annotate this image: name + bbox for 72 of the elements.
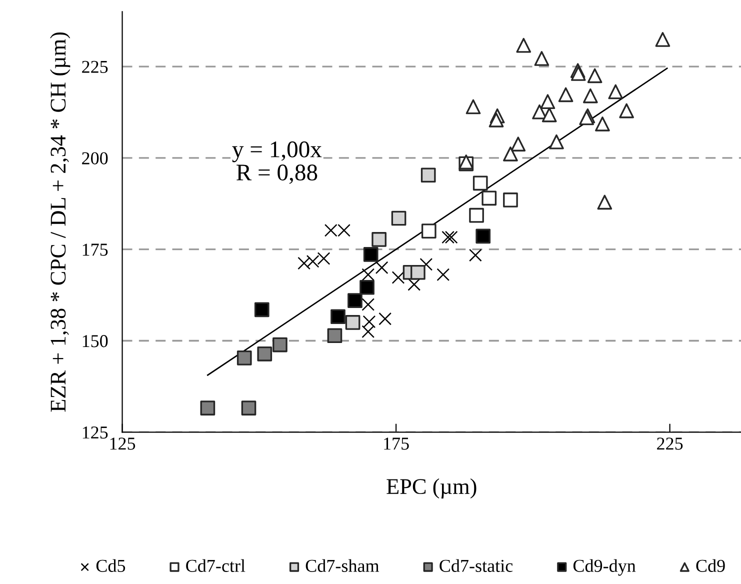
point bbox=[372, 232, 386, 247]
point bbox=[420, 168, 436, 183]
point bbox=[570, 66, 586, 81]
point bbox=[375, 261, 388, 274]
point bbox=[442, 230, 454, 244]
point bbox=[392, 271, 405, 284]
annotation: y = 1,00x R = 0,88 bbox=[232, 141, 322, 184]
point bbox=[410, 264, 426, 280]
point bbox=[549, 134, 564, 150]
point bbox=[542, 107, 557, 122]
point bbox=[421, 224, 436, 238]
point bbox=[360, 280, 374, 295]
point bbox=[540, 94, 556, 110]
y-tick-label: 175 bbox=[82, 244, 108, 256]
point bbox=[200, 400, 216, 416]
point bbox=[327, 328, 342, 344]
point bbox=[532, 104, 547, 120]
point bbox=[619, 103, 634, 118]
y-tick-label: 150 bbox=[82, 335, 108, 348]
y-axis-title: EZR + 1,38 * CPC / DL + 2,34 * CH (µm) bbox=[50, 32, 70, 412]
legend-label: Cd5 bbox=[96, 559, 126, 572]
point bbox=[469, 248, 482, 262]
point bbox=[510, 136, 526, 152]
point bbox=[257, 346, 272, 362]
point bbox=[362, 298, 375, 311]
y-tick-label: 200 bbox=[82, 152, 108, 164]
legend-label: Cd9 bbox=[696, 559, 725, 572]
legend-label: Cd9-dyn bbox=[573, 559, 636, 576]
legend-label: Cd7-sham bbox=[306, 559, 380, 572]
point bbox=[558, 87, 574, 102]
point bbox=[595, 116, 610, 132]
point bbox=[420, 258, 433, 271]
x-tick-label: 175 bbox=[384, 438, 409, 450]
point bbox=[363, 247, 378, 262]
point bbox=[488, 112, 504, 128]
point bbox=[362, 268, 375, 282]
point bbox=[503, 192, 518, 208]
point bbox=[444, 230, 458, 244]
point bbox=[587, 68, 602, 84]
point bbox=[345, 315, 360, 330]
point bbox=[516, 38, 532, 53]
point bbox=[534, 51, 550, 66]
point bbox=[378, 312, 392, 326]
point bbox=[608, 84, 624, 100]
point bbox=[466, 99, 481, 114]
point bbox=[476, 228, 491, 244]
point bbox=[408, 278, 421, 291]
point bbox=[583, 88, 598, 104]
point bbox=[469, 208, 484, 223]
legend-label: Cd7-ctrl bbox=[186, 559, 246, 572]
point bbox=[254, 302, 270, 318]
point bbox=[503, 146, 518, 162]
point bbox=[472, 176, 488, 191]
point bbox=[391, 210, 406, 226]
point bbox=[436, 268, 450, 282]
point bbox=[272, 337, 288, 352]
y-tick-label: 125 bbox=[82, 426, 108, 439]
point bbox=[362, 315, 376, 328]
y-tick-label: 225 bbox=[82, 60, 108, 73]
x-axis-title: EPC (µm) bbox=[386, 478, 476, 499]
point bbox=[236, 350, 252, 366]
legend-label: Cd7-static bbox=[440, 559, 513, 572]
point bbox=[330, 309, 346, 324]
x-tick-label: 125 bbox=[110, 438, 136, 450]
point bbox=[597, 194, 612, 210]
x-tick-label: 225 bbox=[657, 438, 683, 450]
point bbox=[298, 256, 310, 270]
point bbox=[655, 32, 670, 47]
point bbox=[482, 190, 497, 206]
point bbox=[348, 293, 362, 308]
point bbox=[362, 325, 375, 338]
point bbox=[241, 400, 256, 416]
